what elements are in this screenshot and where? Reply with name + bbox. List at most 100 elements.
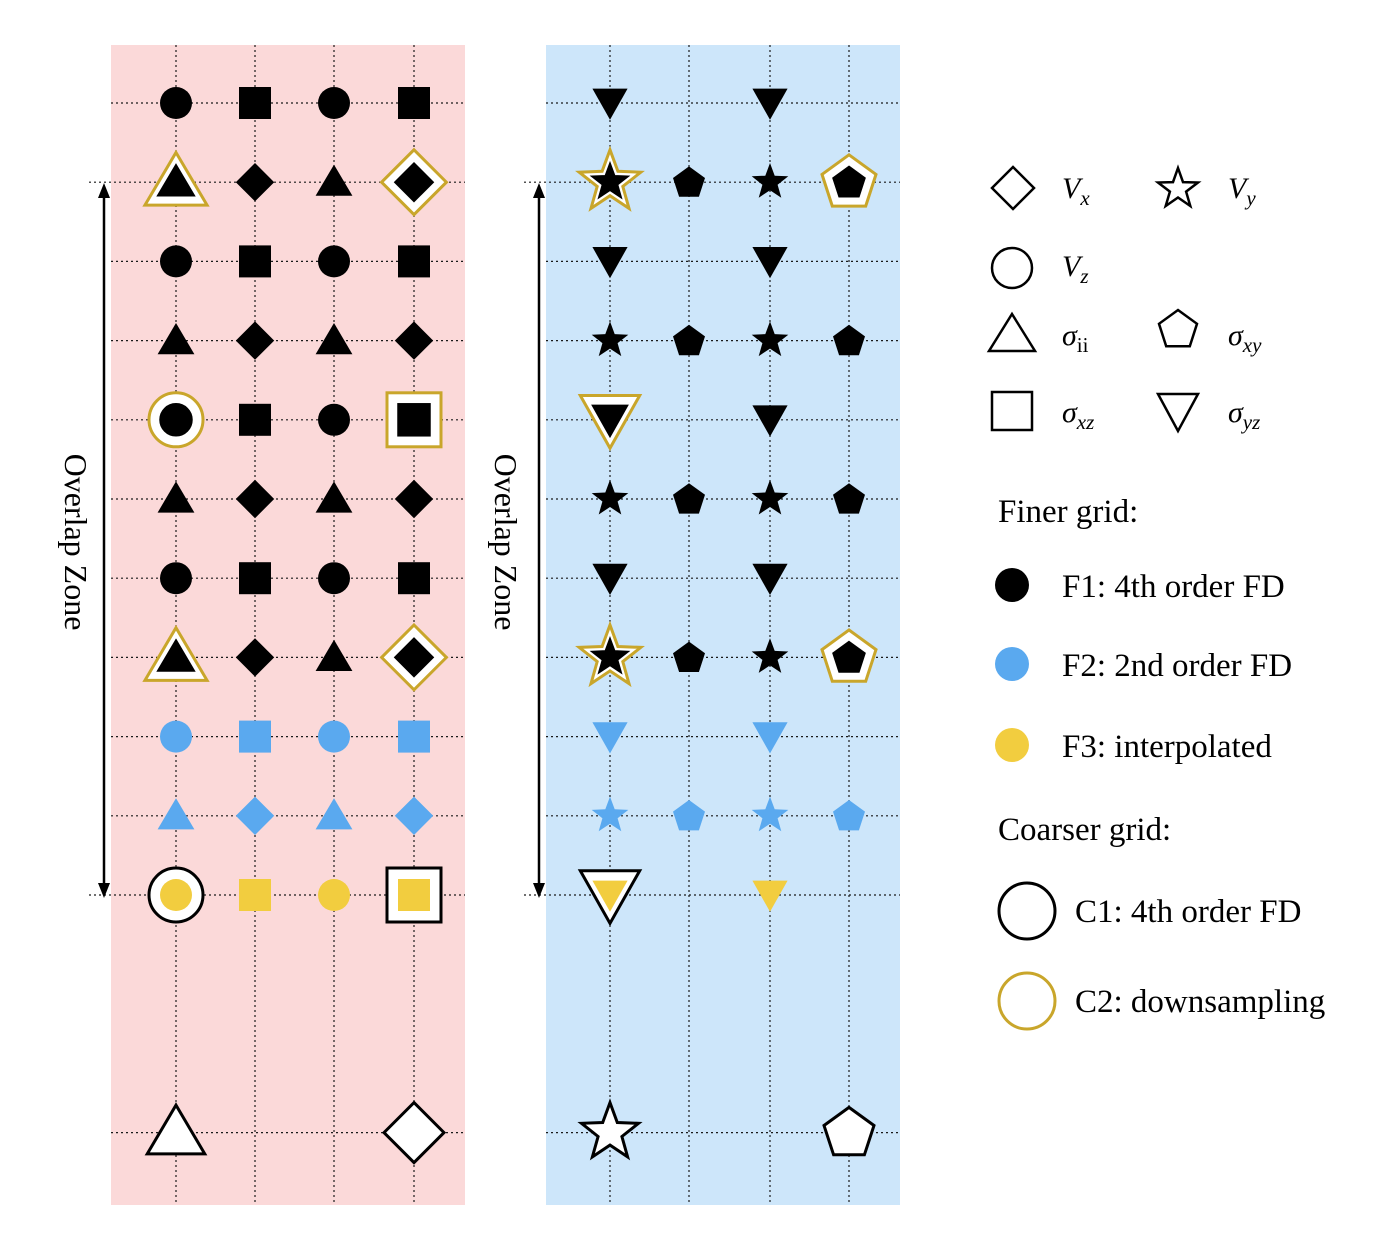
coarser-grid-title: Coarser grid: [998, 812, 1171, 848]
star-fill [751, 321, 789, 357]
diamond-marker [235, 321, 275, 360]
finer-grid-title: Finer grid: [998, 494, 1138, 530]
triangle-marker [142, 149, 210, 207]
star-marker [575, 145, 645, 212]
legend-vy: Vy [1154, 164, 1256, 210]
triangle-down-icon [1155, 392, 1201, 434]
triangle-down-marker [592, 88, 628, 120]
triangle-icon [986, 311, 1038, 353]
legend-sigma-xz: σxz [990, 390, 1094, 434]
triangle-fill [315, 164, 353, 196]
star-fill [591, 479, 629, 515]
circle-marker [147, 391, 205, 449]
triangle-down-marker [577, 394, 643, 452]
circle-marker [318, 879, 350, 911]
star-marker [591, 796, 629, 832]
triangle-down-fill [752, 563, 788, 595]
circle-marker [318, 720, 350, 753]
triangle-down-fill [752, 88, 788, 120]
square-marker [398, 87, 430, 119]
legend-sigma-yz: σyz [1155, 392, 1260, 434]
pentagon-fill [833, 483, 865, 514]
star-fill [751, 163, 789, 198]
circle-fill [160, 562, 192, 595]
triangle-down-fill [592, 722, 628, 754]
circle-marker [318, 245, 350, 278]
triangle-down-marker [752, 247, 788, 279]
diamond-marker [379, 147, 449, 217]
overlap-zone-right: Overlap Zone [488, 183, 545, 898]
arrowhead-down-icon [533, 883, 545, 898]
diamond-fill [235, 321, 275, 360]
square-fill [239, 245, 271, 278]
diamond-marker [394, 796, 434, 835]
star-fill [751, 796, 789, 832]
circle-fill [160, 879, 192, 911]
diamond-fill [235, 479, 275, 519]
legend-symbol-label: σxz [1062, 396, 1094, 434]
finer-grid-panel-right [546, 45, 900, 1205]
circle-marker [160, 720, 192, 753]
circle-icon [990, 246, 1034, 290]
pentagon-marker [673, 166, 705, 197]
pentagon-marker [673, 324, 705, 356]
triangle-down-marker [752, 405, 788, 437]
circle-fill [160, 245, 192, 278]
legend-symbol-label: Vx [1062, 172, 1090, 210]
square-fill [398, 720, 430, 753]
star-marker [751, 638, 789, 673]
pentagon-fill [673, 483, 705, 514]
square-marker [385, 391, 443, 449]
triangle-down-fill [592, 563, 628, 595]
triangle-fill [156, 163, 196, 197]
square-fill [398, 562, 430, 595]
f1-label: F1: 4th order FD [1062, 569, 1285, 605]
star-marker [751, 321, 789, 357]
diamond-fill [393, 637, 435, 678]
square-marker [385, 866, 443, 924]
star-marker [577, 1098, 643, 1161]
triangle-fill [156, 638, 196, 672]
diamond-marker [235, 479, 275, 519]
legend-vx: Vx [990, 165, 1090, 211]
square-marker [239, 720, 271, 753]
triangle-down-fill [592, 880, 628, 912]
square-fill [239, 403, 271, 436]
pentagon-marker [820, 628, 878, 683]
square-marker [239, 87, 271, 119]
square-fill [239, 720, 271, 753]
circle-fill [318, 403, 350, 436]
diamond-marker [235, 638, 275, 677]
legend-symbol-label: σyz [1228, 396, 1260, 434]
square-marker [239, 562, 271, 595]
diamond-icon [990, 165, 1036, 211]
circle-fill [159, 403, 193, 437]
circle-fill [318, 879, 350, 911]
grid-markers [142, 87, 878, 1165]
pentagon-fill [832, 165, 866, 198]
diamond-fill [394, 321, 434, 360]
triangle-down-marker [592, 563, 628, 595]
square-marker [239, 879, 271, 911]
triangle-down-marker [752, 563, 788, 595]
legend-symbol-label: Vz [1062, 250, 1089, 288]
f3-swatch [995, 728, 1029, 762]
triangle-down-fill [592, 247, 628, 279]
star-fill [751, 638, 789, 673]
square-marker [398, 245, 430, 278]
star-icon [1154, 164, 1202, 210]
overlap-zone-label: Overlap Zone [488, 454, 524, 631]
star-outline [577, 1098, 643, 1161]
triangle-marker [142, 624, 210, 682]
star-marker [751, 796, 789, 832]
circle-marker [160, 245, 192, 278]
pentagon-fill [833, 324, 865, 356]
c2-label: C2: downsampling [1075, 984, 1325, 1020]
star-marker [751, 163, 789, 198]
legend-symbol-label: σxy [1228, 319, 1262, 357]
pentagon-icon [1157, 308, 1199, 348]
pentagon-outline [822, 1105, 876, 1157]
f1-swatch [995, 568, 1029, 602]
legend-vz: Vz [990, 246, 1089, 290]
triangle-down-fill [752, 247, 788, 279]
